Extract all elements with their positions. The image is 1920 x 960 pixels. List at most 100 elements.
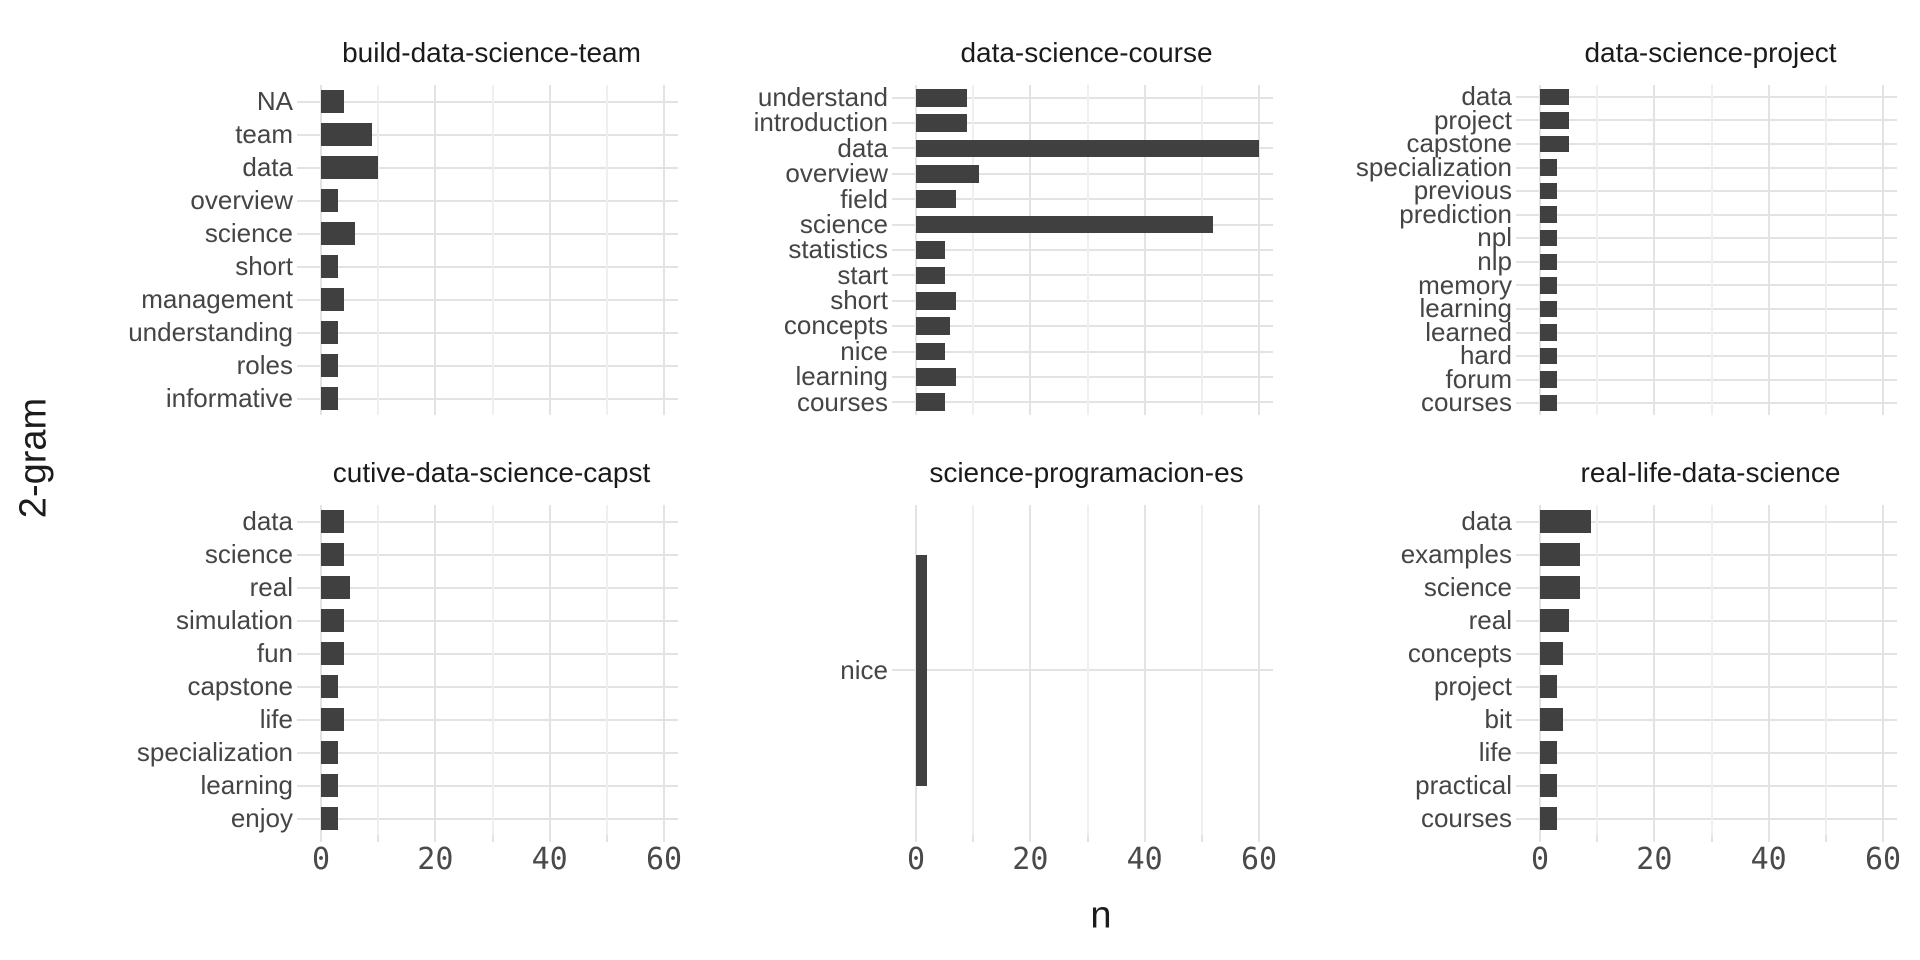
bar [1540, 206, 1558, 223]
gridline-vertical-major [1653, 85, 1656, 415]
bar [916, 368, 957, 386]
bar [1540, 608, 1569, 633]
category-label: previous [1413, 175, 1512, 206]
axis-tick [1143, 835, 1146, 842]
gridline-horizontal [1516, 378, 1897, 381]
bar [321, 806, 339, 831]
bar [1540, 277, 1558, 294]
axis-tick [1596, 835, 1599, 842]
category-label: team [235, 119, 293, 149]
gridline-horizontal [892, 122, 1273, 125]
gridline-horizontal [1516, 307, 1897, 310]
gridline-horizontal [1516, 166, 1897, 169]
category-label: life [259, 704, 293, 734]
axis-tick [1086, 835, 1089, 842]
category-label: enjoy [230, 803, 293, 833]
gridline-vertical-major [1029, 505, 1032, 835]
axis-tick [434, 835, 437, 842]
gridline-vertical-minor [1596, 85, 1599, 415]
category-label: learning [795, 361, 888, 392]
bar [1540, 300, 1558, 318]
category-label: nlp [1477, 246, 1512, 276]
x-tick-label: 0 [311, 842, 331, 877]
axis-tick [377, 835, 380, 842]
category-label: practical [1415, 770, 1512, 800]
gridline-horizontal [297, 817, 678, 820]
x-tick-label: 60 [1864, 842, 1902, 877]
gridline-vertical-minor [377, 85, 380, 415]
facet-title: data-science-course [960, 37, 1213, 68]
axis-tick [1258, 835, 1261, 842]
gridline-horizontal [297, 166, 678, 169]
bar [321, 608, 344, 633]
gridline-horizontal [1516, 619, 1897, 622]
bar [1540, 159, 1558, 176]
facet-title: real-life-data-science [1580, 457, 1841, 488]
gridline-vertical-major [1653, 505, 1656, 835]
gridline-horizontal [1516, 586, 1897, 589]
gridline-vertical-major [1539, 505, 1541, 835]
bar [321, 122, 373, 147]
gridline-vertical-minor [1596, 505, 1599, 835]
gridline-horizontal [297, 331, 678, 334]
bar [1540, 135, 1569, 153]
bar [321, 386, 339, 411]
gridline-horizontal [1516, 520, 1897, 523]
category-label: learned [1425, 316, 1512, 347]
gridline-vertical-minor [972, 505, 975, 835]
category-label: statistics [788, 234, 888, 265]
gridline-horizontal [297, 364, 678, 367]
gridline-vertical-major [1029, 85, 1032, 415]
gridline-vertical-minor [377, 505, 380, 835]
gridline-horizontal [297, 397, 678, 400]
facet-panel [297, 85, 678, 415]
bar [1540, 509, 1592, 534]
bar [1540, 773, 1558, 798]
gridline-horizontal [297, 685, 678, 688]
category-label: hard [1459, 340, 1512, 371]
gridline-vertical-major [548, 85, 551, 415]
gridline-vertical-major [434, 505, 437, 835]
axis-tick [1710, 835, 1713, 842]
axis-tick [491, 835, 494, 842]
x-tick-label: 60 [645, 842, 683, 877]
category-label: simulation [175, 605, 293, 635]
gridline-horizontal [892, 249, 1273, 251]
category-label: NA [256, 86, 293, 116]
category-label: understand [757, 82, 888, 112]
gridline-horizontal [1516, 260, 1897, 263]
bar [1540, 740, 1558, 765]
gridline-horizontal [1516, 685, 1897, 688]
category-label: learning [200, 770, 293, 800]
gridline-vertical-major [320, 505, 322, 835]
gridline-horizontal [892, 198, 1273, 201]
facet-panel [1516, 505, 1897, 835]
gridline-vertical-minor [1824, 85, 1827, 415]
gridline-horizontal [297, 133, 678, 136]
bar [916, 317, 951, 336]
facet-title: data-science-project [1584, 37, 1837, 68]
gridline-vertical-major [1539, 85, 1541, 415]
gridline-horizontal [1516, 190, 1897, 193]
gridline-horizontal [1516, 95, 1897, 98]
gridline-vertical-major [320, 85, 322, 415]
gridline-horizontal [1516, 553, 1897, 556]
gridline-vertical-major [434, 85, 437, 415]
gridline-vertical-minor [1824, 505, 1827, 835]
gridline-vertical-minor [1710, 505, 1713, 835]
bar [321, 542, 344, 567]
axis-tick [1882, 835, 1885, 842]
gridline-horizontal [1516, 237, 1897, 240]
category-label: science [204, 218, 293, 248]
category-label: courses [796, 386, 888, 417]
gridline-vertical-major [1258, 85, 1261, 415]
gridline-horizontal [297, 553, 678, 556]
bar [916, 393, 945, 412]
gridline-horizontal [297, 520, 678, 523]
gridline-vertical-major [663, 85, 666, 415]
x-tick-label: 60 [1240, 842, 1278, 877]
bar [1540, 394, 1558, 412]
category-label: prediction [1399, 198, 1512, 229]
gridline-horizontal [1516, 751, 1897, 754]
category-label: life [1478, 737, 1512, 767]
